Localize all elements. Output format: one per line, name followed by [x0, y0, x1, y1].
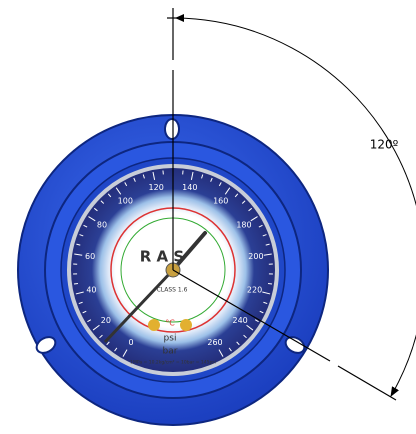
needle	[171, 231, 207, 272]
class-label: CLASS 1.6	[157, 287, 188, 294]
mount-hole	[35, 336, 57, 354]
scale-label: 140	[182, 183, 197, 192]
screw	[180, 319, 192, 331]
scale-tick	[246, 324, 254, 331]
conversion: 1MPa = 10.2kg/cm² = 10bar = 145psi	[130, 360, 216, 366]
scale-tick	[82, 310, 87, 314]
scale-tick	[259, 310, 264, 314]
scale-tick	[115, 187, 122, 195]
scale-tick	[100, 200, 105, 204]
scale-tick	[262, 291, 271, 295]
scale-tick	[74, 253, 83, 256]
screw	[148, 319, 160, 331]
scale-tick	[114, 347, 118, 352]
scale-tick	[76, 243, 81, 246]
scale-tick	[107, 193, 112, 198]
angle-label: 120º	[370, 138, 399, 152]
scale-tick	[201, 174, 204, 179]
scale-tick	[248, 207, 253, 212]
angle-arc	[174, 17, 416, 397]
scale-label: 60	[85, 252, 95, 261]
scale-tick	[241, 200, 246, 204]
scale-tick	[265, 243, 270, 246]
scale-tick	[243, 334, 247, 339]
scale-tick	[92, 324, 100, 331]
scale-tick	[75, 291, 84, 295]
angle-annotation	[167, 8, 416, 401]
scale-tick	[73, 282, 79, 285]
scale-tick	[133, 177, 136, 182]
scale-tick	[78, 301, 83, 305]
scale-label: 220	[247, 286, 262, 295]
scale-label: 240	[233, 316, 248, 325]
scale-tick	[254, 319, 259, 323]
scale-tick	[267, 282, 273, 285]
scale-tick	[106, 341, 110, 346]
arrow-head	[175, 14, 184, 22]
unit-psi: psi	[164, 334, 177, 344]
scale-label: 80	[97, 221, 107, 230]
scale-label: 100	[118, 196, 133, 205]
needle-tail	[103, 268, 175, 344]
scale-tick	[236, 341, 240, 346]
scale-tick	[87, 319, 92, 323]
scale: 0 20 40 60 80 100 120 140 160 180 200 220 240 260	[73, 170, 273, 357]
scale-tick	[124, 182, 128, 187]
scale-label: 120	[149, 183, 164, 192]
scale-tick	[234, 193, 239, 198]
scale-label: 200	[248, 252, 263, 261]
scale-tick	[210, 177, 213, 182]
scale-tick	[250, 216, 258, 222]
scale-label: 20	[101, 316, 111, 325]
scale-label: 260	[207, 338, 222, 347]
scale-tick	[262, 234, 267, 237]
scale-tick	[218, 182, 222, 187]
scale-label: 0	[128, 338, 133, 347]
scale-tick	[263, 301, 268, 305]
unit-bar: bar	[163, 347, 178, 357]
scale-tick	[228, 347, 232, 352]
scale-tick	[93, 207, 98, 212]
scale-tick	[142, 174, 145, 179]
scale-label: 180	[236, 221, 251, 230]
scale-tick	[99, 334, 103, 339]
scale-label: 160	[213, 196, 228, 205]
scale-tick	[224, 187, 231, 195]
angle-line	[337, 365, 397, 401]
scale-tick	[79, 234, 84, 237]
scale-tick	[263, 253, 272, 256]
scale-tick	[88, 216, 96, 222]
scale-tick	[122, 349, 128, 357]
scale-label: 40	[86, 286, 96, 295]
mount-hole	[164, 118, 180, 140]
unit-c: °C	[165, 319, 175, 328]
scale-tick	[218, 349, 224, 357]
scale-tick	[190, 171, 194, 180]
scale-tick	[258, 224, 263, 228]
angle-line	[172, 269, 331, 362]
scale-tick	[152, 171, 156, 180]
mount-hole	[284, 336, 306, 354]
scale-tick	[83, 224, 88, 228]
